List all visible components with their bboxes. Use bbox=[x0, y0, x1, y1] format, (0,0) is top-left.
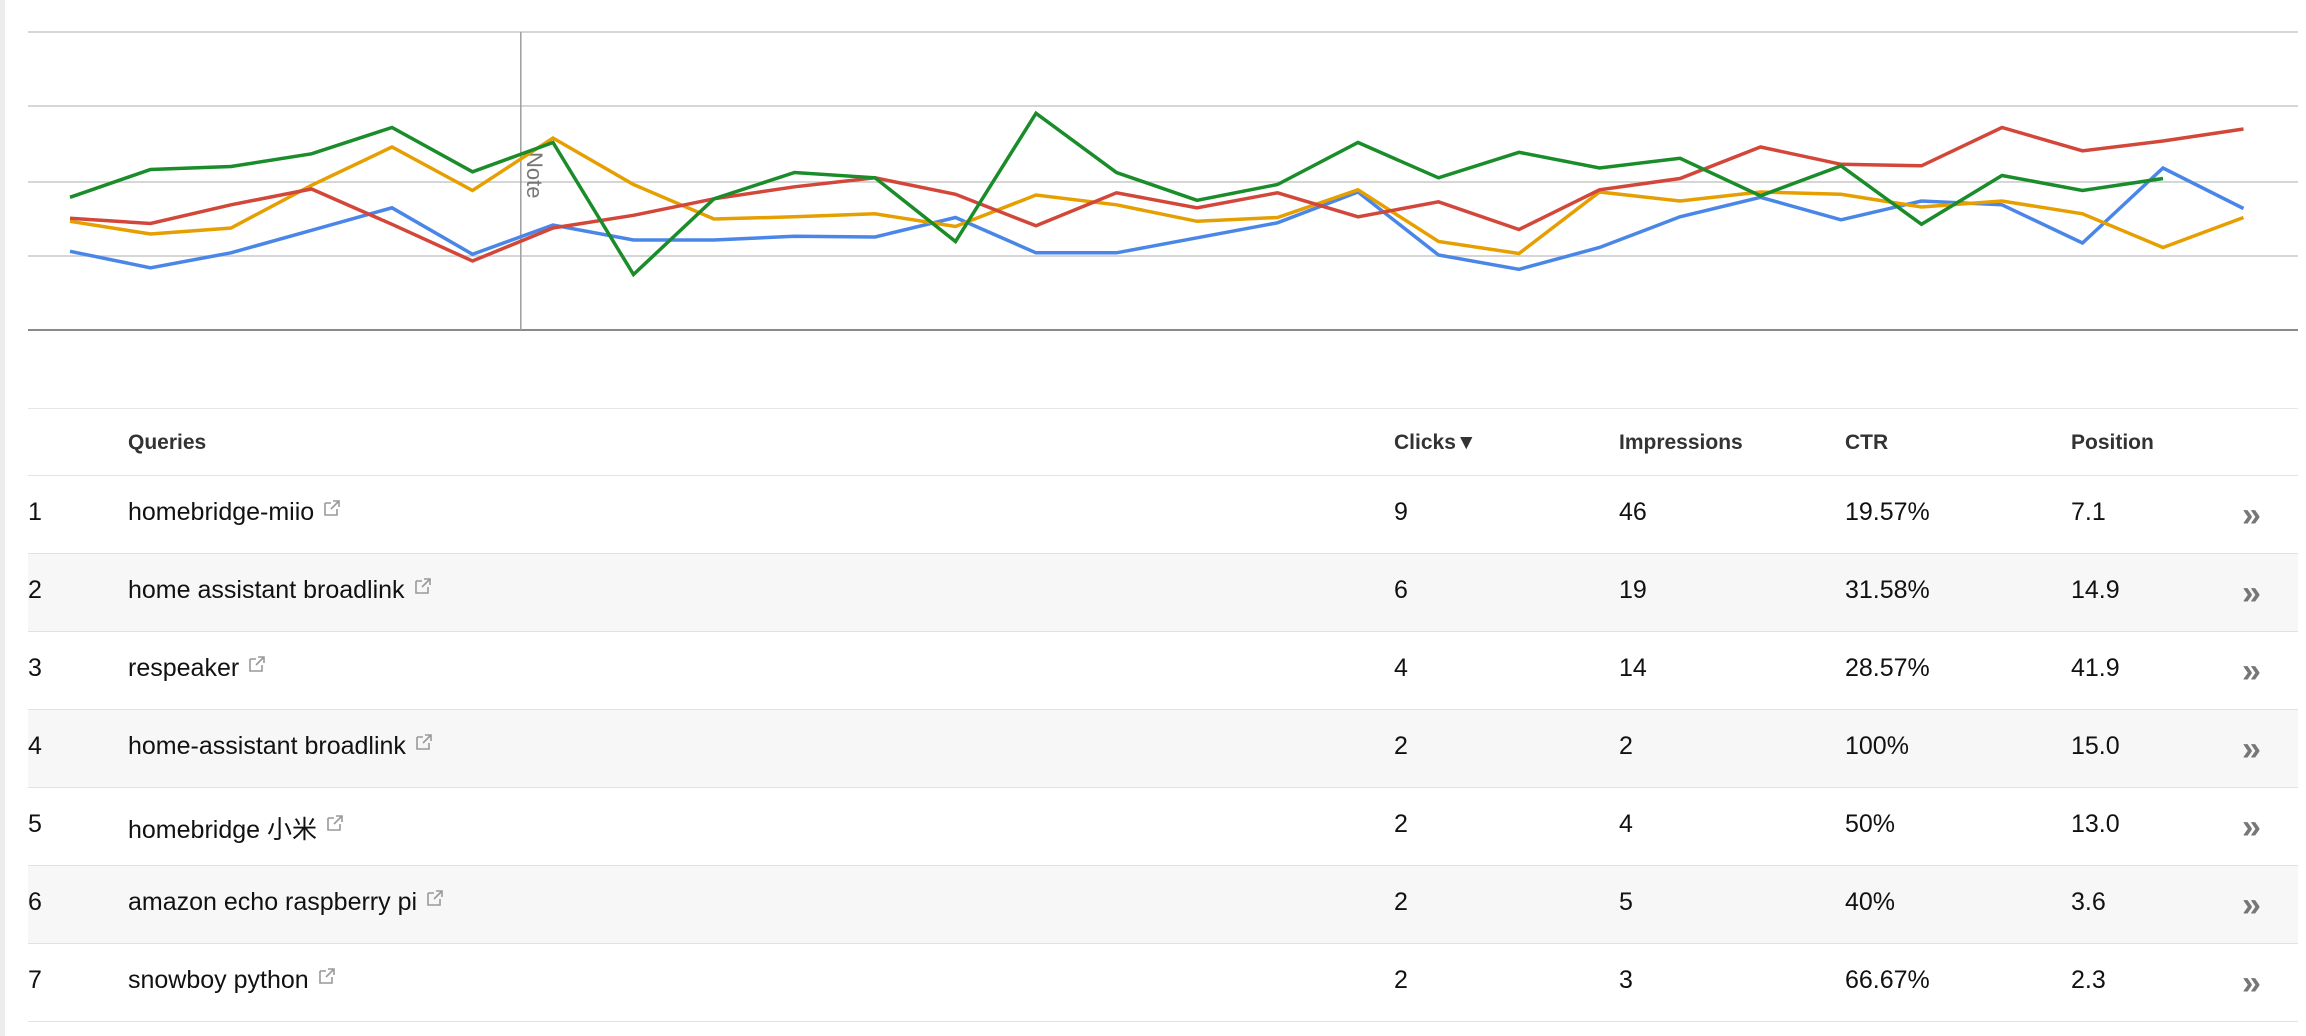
series-line-4 bbox=[69, 110, 2164, 278]
position-cell: 41.9 bbox=[2071, 654, 2120, 682]
ctr-cell: 19.57% bbox=[1845, 498, 1930, 526]
left-border bbox=[0, 0, 5, 1036]
clicks-cell: 4 bbox=[1394, 654, 1408, 682]
impressions-cell: 19 bbox=[1619, 576, 1647, 604]
double-chevron-right-icon[interactable]: » bbox=[2242, 808, 2261, 846]
row-index: 2 bbox=[28, 576, 42, 604]
ctr-cell: 40% bbox=[1845, 888, 1896, 916]
clicks-cell: 6 bbox=[1394, 576, 1408, 604]
clicks-cell: 2 bbox=[1394, 732, 1408, 760]
impressions-cell: 5 bbox=[1619, 888, 1633, 916]
table-header: Queries Clicks▼ Impressions CTR Position bbox=[28, 409, 2298, 476]
query-cell: home assistant broadlink bbox=[128, 576, 433, 605]
query-cell: respeaker bbox=[128, 654, 267, 683]
impressions-cell: 14 bbox=[1619, 654, 1647, 682]
position-cell: 7.1 bbox=[2071, 498, 2106, 526]
ctr-cell: 100% bbox=[1845, 732, 1909, 760]
query-link[interactable]: respeaker bbox=[128, 654, 240, 682]
impressions-cell: 3 bbox=[1619, 966, 1633, 994]
impressions-cell: 46 bbox=[1619, 498, 1647, 526]
clicks-cell: 2 bbox=[1394, 888, 1408, 916]
series-line-3 bbox=[69, 125, 2244, 263]
table-row[interactable]: 6 amazon echo raspberry pi 2 5 40% 3.6 » bbox=[28, 866, 2298, 944]
query-cell: homebridge-miio bbox=[128, 498, 342, 527]
impressions-cell: 4 bbox=[1619, 810, 1633, 838]
row-index: 5 bbox=[28, 810, 42, 838]
performance-line-chart: Note bbox=[28, 31, 2298, 331]
position-cell: 2.3 bbox=[2071, 966, 2106, 994]
ctr-cell: 28.57% bbox=[1845, 654, 1930, 682]
row-index: 3 bbox=[28, 654, 42, 682]
ctr-cell: 50% bbox=[1845, 810, 1896, 838]
ctr-header[interactable]: CTR bbox=[1845, 431, 1889, 454]
clicks-cell: 2 bbox=[1394, 966, 1408, 994]
clicks-cell: 9 bbox=[1394, 498, 1408, 526]
impressions-cell: 2 bbox=[1619, 732, 1633, 760]
table-row[interactable]: 3 respeaker 4 14 28.57% 41.9 » bbox=[28, 632, 2298, 710]
double-chevron-right-icon[interactable]: » bbox=[2242, 886, 2261, 924]
external-link-icon[interactable] bbox=[413, 574, 433, 594]
queries-header[interactable]: Queries bbox=[128, 431, 207, 454]
double-chevron-right-icon[interactable]: » bbox=[2242, 964, 2261, 1002]
query-link[interactable]: home assistant broadlink bbox=[128, 576, 405, 604]
ctr-cell: 31.58% bbox=[1845, 576, 1930, 604]
annotation-note-label: Note bbox=[522, 152, 547, 198]
table-row[interactable]: 4 home-assistant broadlink 2 2 100% 15.0 » bbox=[28, 710, 2298, 788]
position-cell: 13.0 bbox=[2071, 810, 2120, 838]
table-body: 1 homebridge-miio 9 46 19.57% 7.1» 2 home assis… bbox=[28, 476, 2298, 1022]
double-chevron-right-icon[interactable]: » bbox=[2242, 652, 2261, 690]
query-link[interactable]: homebridge 小米 bbox=[128, 816, 317, 844]
external-link-icon[interactable] bbox=[322, 496, 342, 516]
table-row[interactable]: 2 home assistant broadlink 6 19 31.58% 14.9 » bbox=[28, 554, 2298, 632]
row-index: 6 bbox=[28, 888, 42, 916]
table-row[interactable]: 5 homebridge 小米 2 4 50% 13.0 » bbox=[28, 788, 2298, 866]
query-link[interactable]: home-assistant broadlink bbox=[128, 732, 406, 760]
series-line-2 bbox=[69, 135, 2245, 256]
query-link[interactable]: homebridge-miio bbox=[128, 498, 315, 526]
position-cell: 15.0 bbox=[2071, 732, 2120, 760]
table-row[interactable]: 7 snowboy python 2 3 66.67% 2.3 » bbox=[28, 944, 2298, 1022]
double-chevron-right-icon[interactable]: » bbox=[2242, 730, 2261, 768]
query-cell: snowboy python bbox=[128, 966, 337, 995]
series-line-1 bbox=[69, 165, 2245, 272]
row-index: 1 bbox=[28, 498, 42, 526]
query-link[interactable]: snowboy python bbox=[128, 966, 309, 994]
row-index: 7 bbox=[28, 966, 42, 994]
external-link-icon[interactable] bbox=[414, 730, 434, 750]
query-cell: amazon echo raspberry pi bbox=[128, 888, 445, 917]
double-chevron-right-icon[interactable]: » bbox=[2242, 574, 2261, 612]
clicks-header[interactable]: Clicks▼ bbox=[1394, 431, 1477, 454]
table-row[interactable]: 1 homebridge-miio 9 46 19.57% 7.1 » bbox=[28, 476, 2298, 554]
external-link-icon[interactable] bbox=[247, 652, 267, 672]
ctr-cell: 66.67% bbox=[1845, 966, 1930, 994]
query-cell: home-assistant broadlink bbox=[128, 732, 434, 761]
query-cell: homebridge 小米 bbox=[128, 810, 345, 846]
position-header[interactable]: Position bbox=[2071, 431, 2154, 454]
clicks-cell: 2 bbox=[1394, 810, 1408, 838]
external-link-icon[interactable] bbox=[325, 811, 345, 831]
external-link-icon[interactable] bbox=[425, 886, 445, 906]
impressions-header[interactable]: Impressions bbox=[1619, 431, 1743, 454]
query-link[interactable]: amazon echo raspberry pi bbox=[128, 888, 418, 916]
external-link-icon[interactable] bbox=[317, 964, 337, 984]
double-chevron-right-icon[interactable]: » bbox=[2242, 496, 2261, 534]
position-cell: 14.9 bbox=[2071, 576, 2120, 604]
table-top-divider bbox=[28, 408, 2298, 409]
queries-table: Queries Clicks▼ Impressions CTR Position… bbox=[28, 408, 2298, 1022]
row-index: 4 bbox=[28, 732, 42, 760]
position-cell: 3.6 bbox=[2071, 888, 2106, 916]
